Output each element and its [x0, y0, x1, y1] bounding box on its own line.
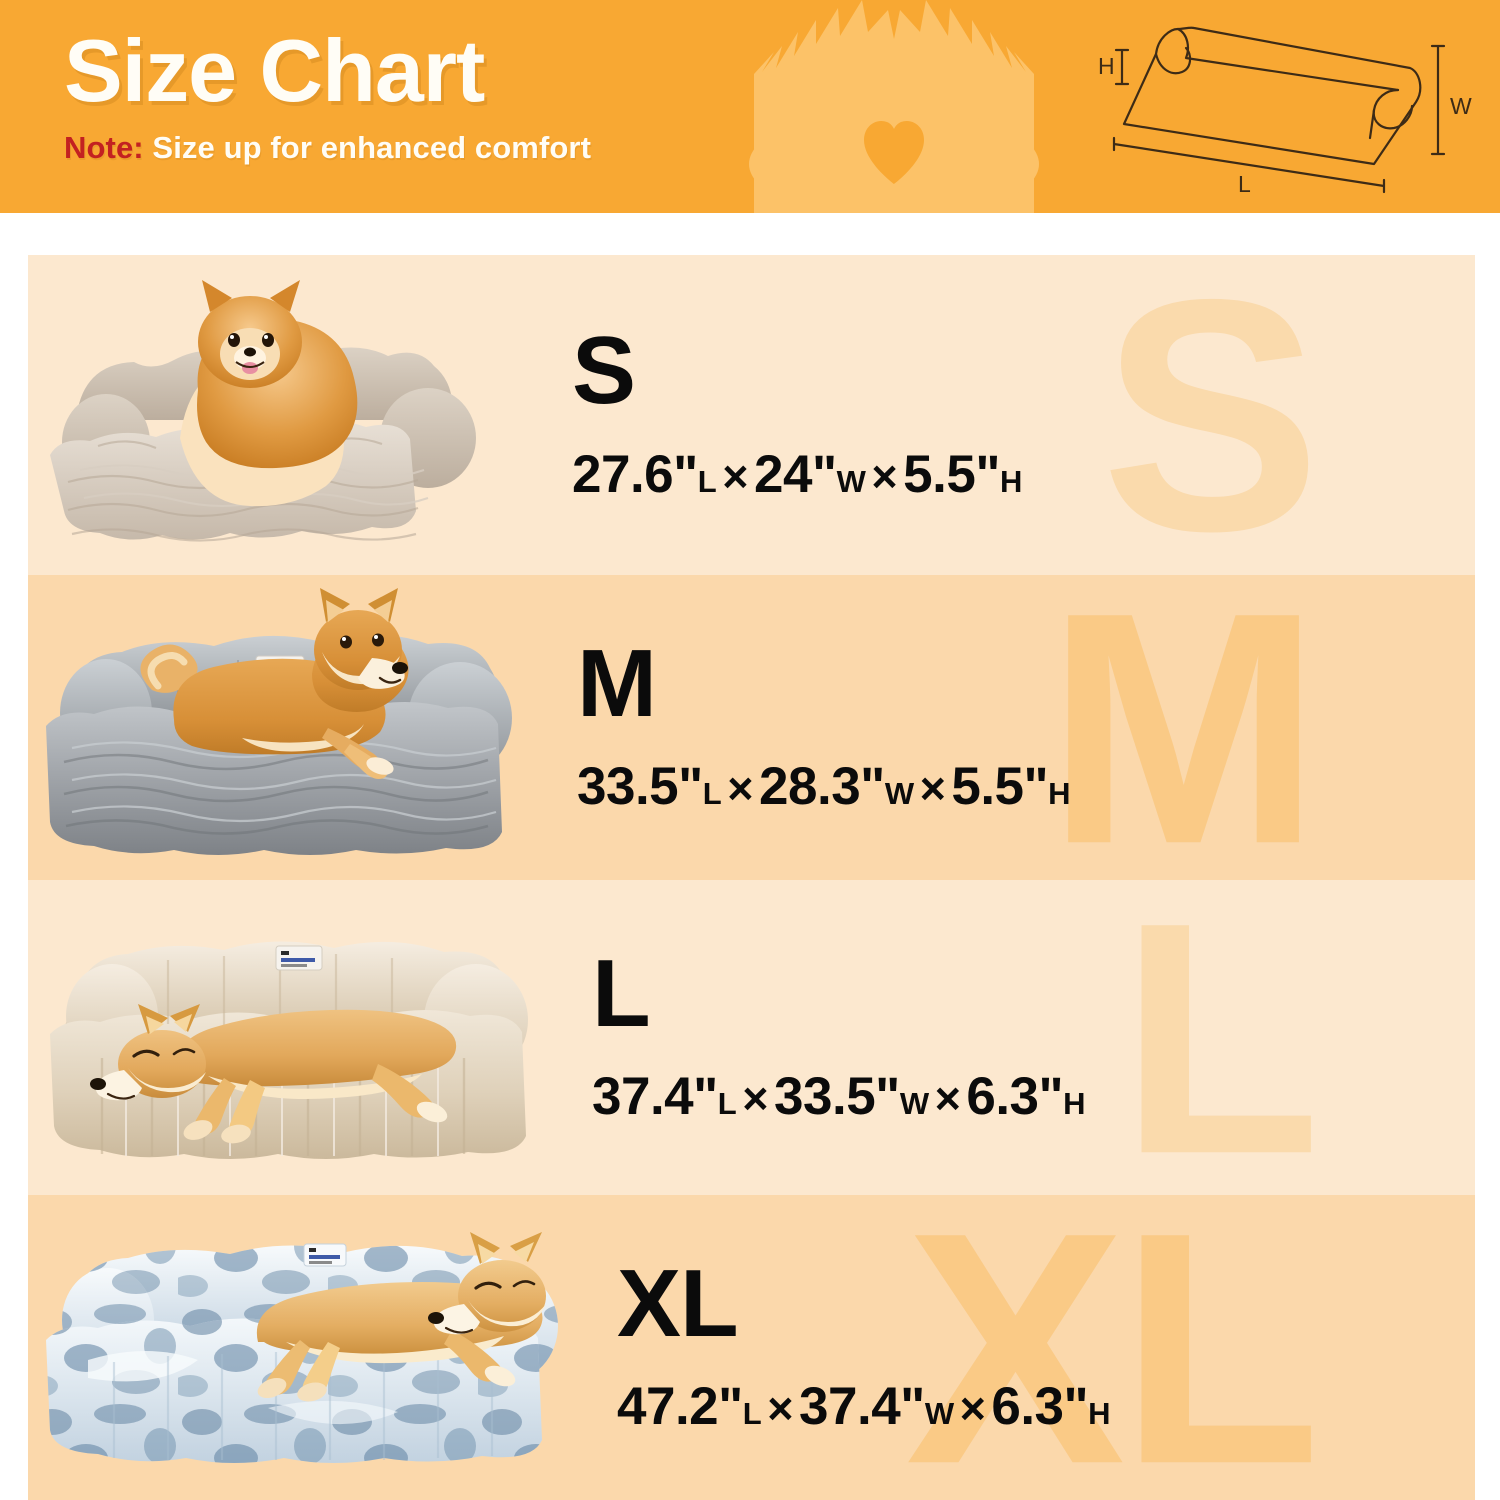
size-dimensions: 37.4"L × 33.5"W × 6.3"H: [592, 1066, 1086, 1127]
dim-length-sub: L: [717, 1086, 737, 1122]
dim-height-sub: H: [999, 463, 1022, 499]
size-info-xl: XL 47.2"L × 37.4"W × 6.3"H: [617, 1249, 1111, 1437]
dim-times-1: ×: [722, 450, 749, 502]
product-image-s: [28, 270, 568, 560]
header-banner: Size Chart Note: Size up for enhanced co…: [0, 0, 1500, 213]
table-row: M: [28, 575, 1475, 880]
dim-width: 28.3": [759, 757, 885, 817]
dim-height-sub: H: [1063, 1086, 1086, 1122]
dim-times-1: ×: [767, 1383, 794, 1435]
header-text-block: Size Chart Note: Size up for enhanced co…: [64, 26, 591, 166]
fluffy-dog-heart-silhouette-icon: [749, 0, 1039, 213]
dim-width-sub: W: [884, 776, 914, 812]
size-label: L: [592, 939, 651, 1047]
header-note: Note: Size up for enhanced comfort: [64, 130, 591, 166]
size-rows-panel: S: [28, 255, 1475, 1500]
diagram-label-h: H: [1098, 53, 1115, 79]
size-dimensions: 27.6"L × 24"W × 5.5"H: [572, 444, 1022, 505]
dim-height: 6.3": [991, 1377, 1089, 1437]
dim-times-1: ×: [742, 1073, 769, 1125]
size-info-m: M 33.5"L × 28.3"W × 5.5"H: [577, 629, 1071, 817]
size-info-l: L 37.4"L × 33.5"W × 6.3"H: [592, 939, 1086, 1127]
dim-length-sub: L: [742, 1396, 762, 1432]
dim-width-sub: W: [899, 1086, 929, 1122]
size-label: S: [572, 317, 636, 425]
size-dimensions: 47.2"L × 37.4"W × 6.3"H: [617, 1376, 1111, 1437]
dim-height: 5.5": [951, 757, 1049, 817]
dim-width-sub: W: [836, 463, 866, 499]
page-title: Size Chart: [64, 21, 485, 120]
heart-icon: [864, 120, 924, 184]
dim-width: 33.5": [774, 1067, 900, 1127]
dim-times-1: ×: [727, 763, 754, 815]
note-text: Size up for enhanced comfort: [143, 129, 592, 165]
dim-length: 33.5": [577, 757, 703, 817]
size-info-s: S 27.6"L × 24"W × 5.5"H: [572, 317, 1022, 505]
product-image-xl: [28, 1200, 613, 1495]
product-image-m: [28, 578, 573, 878]
diagram-label-w: W: [1450, 93, 1472, 119]
dim-times-2: ×: [934, 1073, 961, 1125]
dim-height-sub: H: [1048, 776, 1071, 812]
dim-length-sub: L: [697, 463, 717, 499]
brand-tag: [303, 1243, 347, 1267]
diagram-label-l: L: [1238, 171, 1251, 197]
dog-bed-dimension-diagram-icon: H W L: [1098, 26, 1472, 197]
size-dimensions: 33.5"L × 28.3"W × 5.5"H: [577, 756, 1071, 817]
brand-tag: [275, 945, 323, 970]
table-row: XL: [28, 1195, 1475, 1500]
size-label: M: [577, 629, 657, 737]
table-row: L: [28, 880, 1475, 1195]
dim-width-sub: W: [924, 1396, 954, 1432]
table-row: S: [28, 255, 1475, 575]
dim-times-2: ×: [919, 763, 946, 815]
dim-times-2: ×: [871, 450, 898, 502]
note-prefix: Note:: [64, 129, 144, 165]
dim-length: 37.4": [592, 1067, 718, 1127]
dim-height: 5.5": [903, 444, 1000, 504]
dim-length-sub: L: [702, 776, 722, 812]
dim-length: 47.2": [617, 1377, 743, 1437]
dim-width: 24": [754, 444, 837, 504]
product-image-l: [28, 888, 588, 1188]
dim-width: 37.4": [799, 1377, 925, 1437]
dim-height-sub: H: [1088, 1396, 1111, 1432]
size-label: XL: [617, 1249, 739, 1357]
dim-length: 27.6": [572, 444, 698, 504]
dim-height: 6.3": [966, 1067, 1064, 1127]
dim-times-2: ×: [959, 1383, 986, 1435]
